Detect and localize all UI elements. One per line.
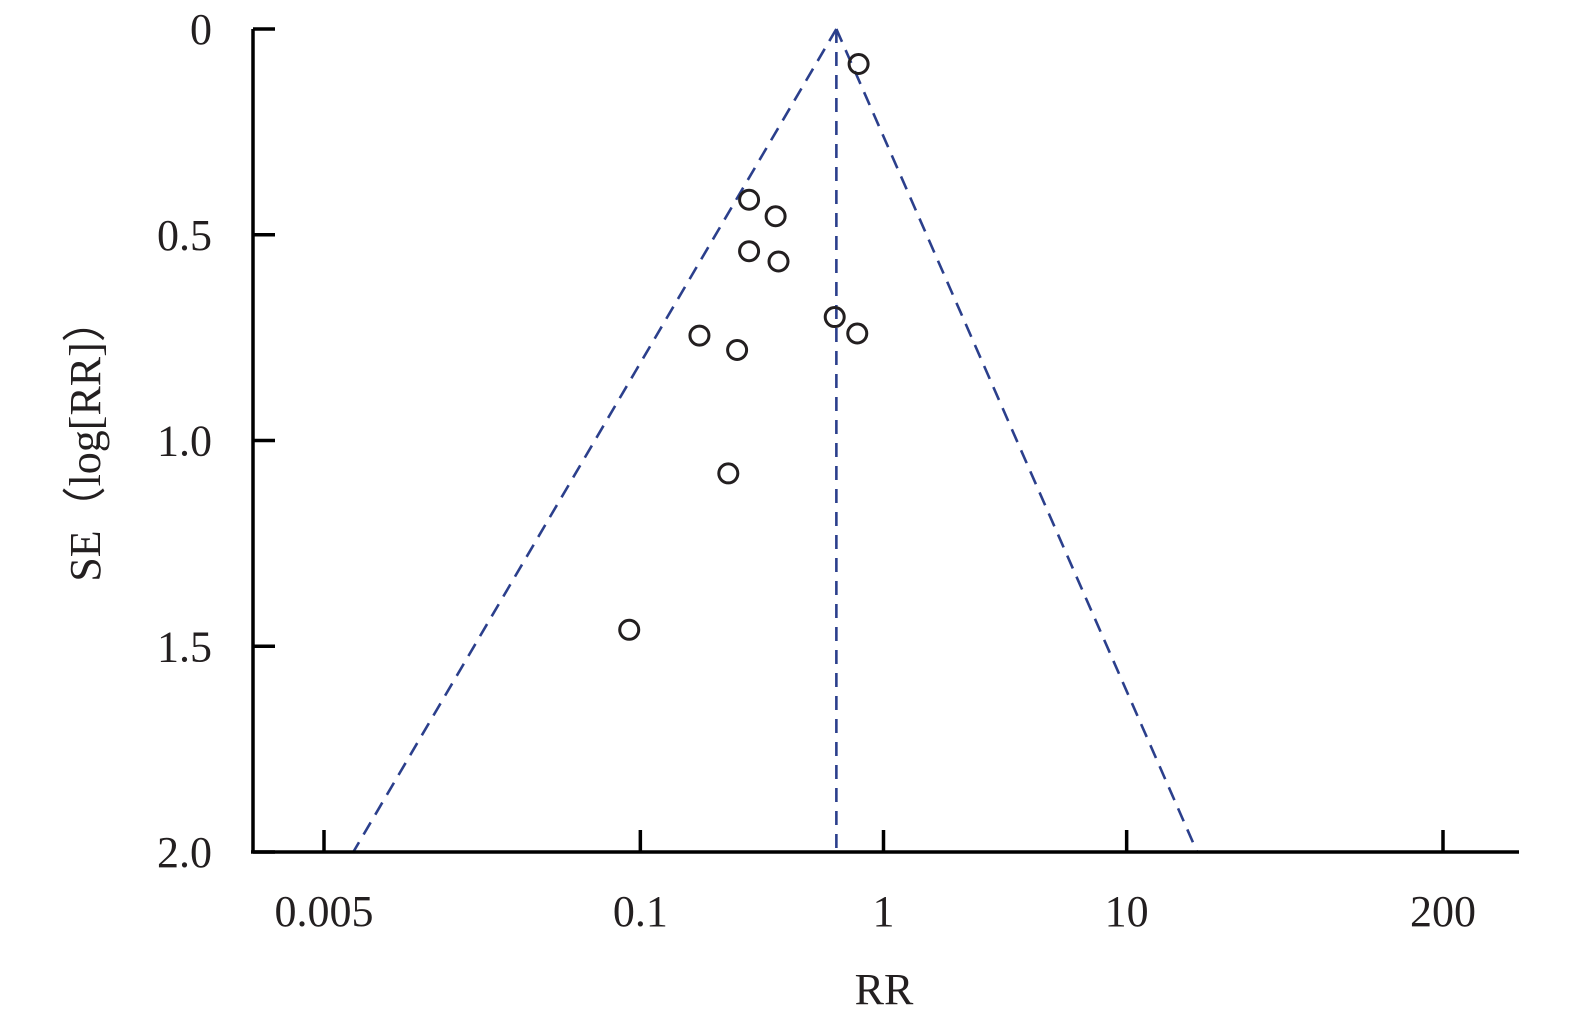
y-tick-label: 0.5 <box>157 211 212 260</box>
y-tick-label: 0 <box>190 5 212 54</box>
study-point-6 <box>823 306 846 329</box>
x-tick-label: 0.005 <box>275 887 374 936</box>
x-tick-label: 200 <box>1410 887 1476 936</box>
study-point-1 <box>847 52 870 75</box>
study-point-10 <box>717 462 740 485</box>
study-point-11 <box>618 618 641 641</box>
x-tick-label: 10 <box>1105 887 1149 936</box>
study-point-4 <box>738 240 761 263</box>
funnel-lines <box>352 28 1199 853</box>
study-point-3 <box>764 205 787 228</box>
y-tick-label: 2.0 <box>157 828 212 877</box>
y-axis-ticks: 0 0.5 1.0 1.5 2.0 <box>157 5 275 877</box>
study-point-9 <box>726 338 749 361</box>
study-points <box>618 52 870 641</box>
x-axis-title: RR <box>855 965 914 1014</box>
axes <box>251 29 1519 854</box>
x-axis-ticks: 0.005 0.1 1 10 200 <box>275 830 1476 936</box>
funnel-left-line <box>352 28 838 853</box>
study-point-2 <box>738 188 761 211</box>
funnel-right-line <box>835 28 1199 853</box>
y-tick-label: 1.5 <box>157 622 212 671</box>
y-tick-label: 1.0 <box>157 417 212 466</box>
study-point-7 <box>846 322 869 345</box>
study-point-5 <box>767 250 790 273</box>
x-tick-label: 0.1 <box>613 887 668 936</box>
y-axis-title: SE（log[RR]） <box>61 298 110 582</box>
x-tick-label: 1 <box>873 887 895 936</box>
study-point-8 <box>688 324 711 347</box>
